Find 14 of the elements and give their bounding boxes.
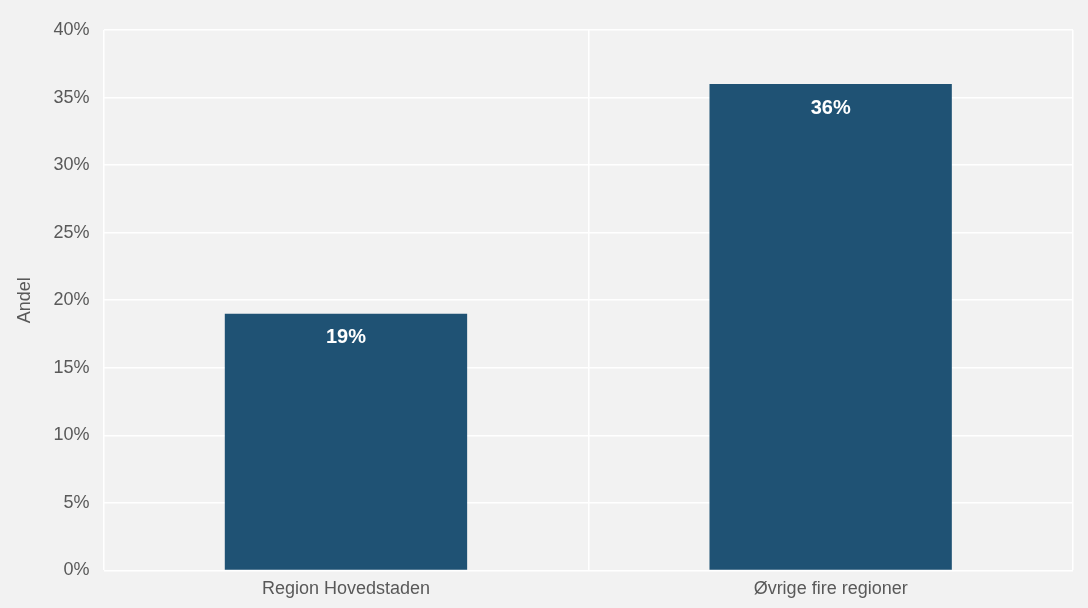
y-tick-label: 40% xyxy=(53,18,90,39)
y-tick-label: 20% xyxy=(53,289,90,310)
y-tick-label: 5% xyxy=(63,491,90,512)
x-tick-label: Øvrige fire regioner xyxy=(753,578,908,599)
data-label: 36% xyxy=(810,95,851,118)
y-tick-label: 35% xyxy=(53,86,90,107)
y-axis-title: Andel xyxy=(13,277,34,324)
y-tick-label: 10% xyxy=(53,424,90,445)
y-tick-label: 0% xyxy=(63,559,90,580)
y-tick-label: 15% xyxy=(53,356,90,377)
y-tick-label: 25% xyxy=(53,221,90,242)
y-tick-label: 30% xyxy=(53,154,90,175)
x-tick-label: Region Hovedstaden xyxy=(261,578,431,599)
data-label: 19% xyxy=(325,325,367,348)
